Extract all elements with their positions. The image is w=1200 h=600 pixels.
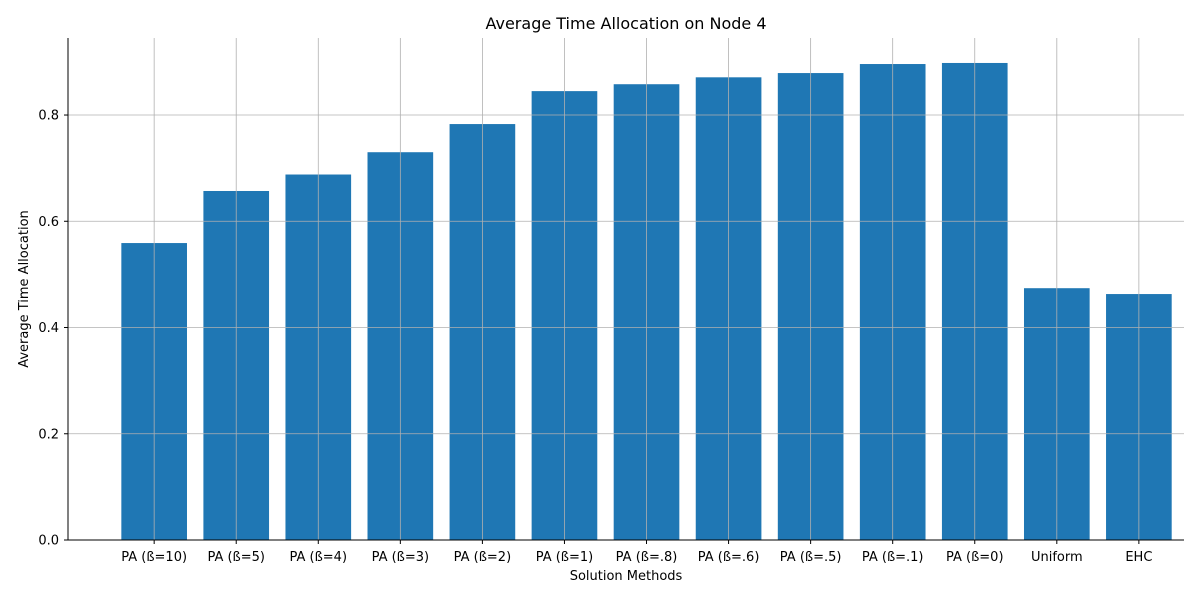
- x-tick-label: PA (ß=.1): [862, 550, 924, 565]
- x-tick-labels: PA (ß=10) PA (ß=5) PA (ß=4) PA (ß=3) PA (ß=2…: [121, 550, 1152, 565]
- x-tick-label: PA (ß=3): [372, 550, 430, 565]
- axes: [64, 38, 1184, 544]
- x-tick-label: PA (ß=5): [207, 550, 265, 565]
- x-tick-label: PA (ß=4): [290, 550, 348, 565]
- x-tick-label: PA (ß=.6): [698, 550, 760, 565]
- x-tick-label: EHC: [1125, 550, 1152, 565]
- y-tick-label: 0.6: [38, 215, 59, 230]
- y-tick-label: 0.2: [38, 427, 59, 442]
- y-tick-label: 0.4: [38, 321, 59, 336]
- x-tick-label: PA (ß=.5): [780, 550, 842, 565]
- x-tick-label: PA (ß=.8): [616, 550, 678, 565]
- x-tick-label: PA (ß=1): [536, 550, 594, 565]
- x-tick-label: Uniform: [1031, 550, 1083, 565]
- x-tick-label: PA (ß=2): [454, 550, 512, 565]
- y-tick-label: 0.8: [38, 109, 59, 124]
- y-tick-label: 0.0: [38, 534, 59, 549]
- y-axis-label: Average Time Allocation: [17, 210, 32, 368]
- x-axis-label: Solution Methods: [570, 569, 683, 584]
- chart-title: Average Time Allocation on Node 4: [485, 14, 766, 33]
- x-tick-label: PA (ß=10): [121, 550, 187, 565]
- x-tick-label: PA (ß=0): [946, 550, 1004, 565]
- y-tick-labels: 0.0 0.2 0.4 0.6 0.8: [38, 109, 59, 549]
